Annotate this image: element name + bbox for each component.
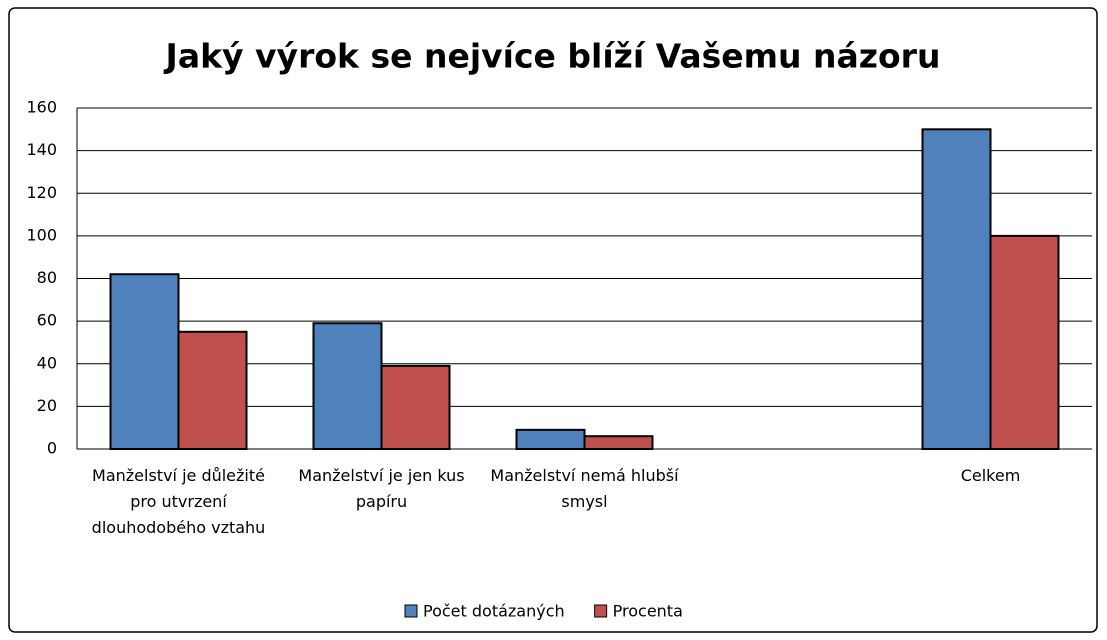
y-tick-label: 0 (47, 439, 57, 458)
legend-label: Procenta (613, 602, 683, 621)
legend-swatch (594, 604, 608, 618)
bar (312, 322, 383, 451)
y-tick-label: 160 (26, 98, 57, 117)
x-tick-label: Manželství je jen kus papíru (298, 466, 465, 511)
y-tick-label: 140 (26, 140, 57, 159)
y-tick-label: 60 (37, 311, 57, 330)
x-tick-label: Manželství nemá hlubší smysl (490, 466, 679, 511)
y-tick-label: 120 (26, 183, 57, 202)
bar (177, 330, 248, 450)
bar (989, 234, 1060, 450)
bar (109, 273, 180, 450)
legend-swatch (404, 604, 418, 618)
bar (921, 128, 992, 450)
chart-title: Jaký výrok se nejvíce blíží Vašemu názor… (164, 37, 941, 76)
y-tick-label: 20 (37, 396, 57, 415)
y-tick-label: 100 (26, 225, 57, 244)
x-tick-label: Manželství je důležité pro utvrzení dlou… (91, 466, 266, 537)
legend-label: Počet dotázaných (423, 602, 565, 621)
y-tick-label: 40 (37, 353, 57, 372)
chart-frame (8, 7, 1098, 633)
bar (583, 435, 654, 450)
bar (515, 428, 586, 451)
y-tick-label: 80 (37, 268, 57, 287)
bar (380, 364, 451, 451)
x-tick-label: Celkem (960, 466, 1021, 485)
